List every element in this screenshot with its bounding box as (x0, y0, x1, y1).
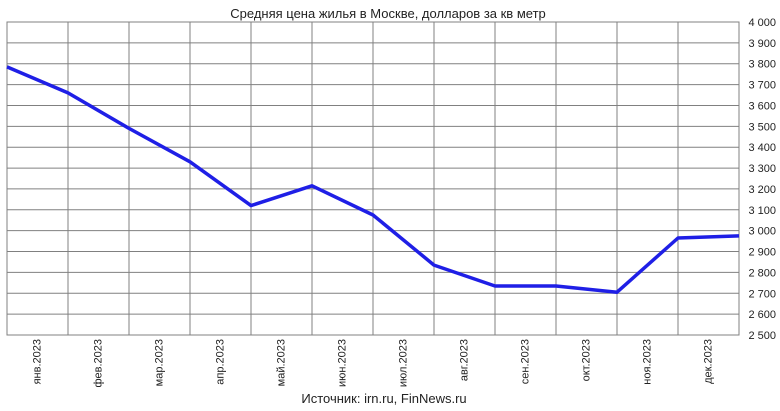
series-line (6, 65, 740, 294)
x-tick-label: авг.2023 (459, 339, 471, 381)
y-tick-label: 3 000 (748, 226, 776, 238)
x-tick-label: май.2023 (276, 339, 288, 386)
x-tick-label: фев.2023 (93, 339, 105, 388)
y-tick-label: 2 600 (748, 309, 776, 321)
x-tick-label: апр.2023 (215, 339, 227, 385)
y-tick-label: 3 200 (748, 184, 776, 196)
y-tick-label: 3 500 (748, 121, 776, 133)
x-tick-label: окт.2023 (581, 339, 593, 381)
x-tick-label: янв.2023 (32, 339, 44, 384)
chart-source: Источник: irn.ru, FinNews.ru (301, 391, 466, 406)
y-tick-label: 3 900 (748, 38, 776, 50)
y-tick-label: 3 800 (748, 59, 776, 71)
y-tick-label: 4 000 (748, 17, 776, 29)
y-tick-label: 3 400 (748, 142, 776, 154)
y-tick-label: 2 800 (748, 267, 776, 279)
y-axis-ticks: 2 500 2 600 2 700 2 800 2 900 3 000 3 100 3 200… (748, 17, 776, 342)
grid (7, 21, 739, 336)
chart-title: Средняя цена жилья в Москве, долларов за… (230, 6, 546, 21)
y-tick-label: 3 100 (748, 205, 776, 217)
y-tick-label: 2 900 (748, 247, 776, 259)
y-tick-label: 3 300 (748, 163, 776, 175)
y-tick-label: 3 700 (748, 80, 776, 92)
x-tick-label: июл.2023 (398, 339, 410, 387)
y-tick-label: 2 700 (748, 288, 776, 300)
x-tick-label: ноя.2023 (642, 339, 654, 385)
x-axis-ticks: янв.2023 фев.2023 мар.2023 апр.2023 май.2023… (32, 339, 715, 388)
y-tick-label: 2 500 (748, 330, 776, 342)
x-tick-label: июн.2023 (337, 339, 349, 387)
x-tick-label: дек.2023 (703, 339, 715, 384)
x-tick-label: мар.2023 (154, 339, 166, 386)
x-tick-label: сен.2023 (520, 339, 532, 384)
plot-frame (6, 21, 740, 336)
y-tick-label: 3 600 (748, 100, 776, 112)
